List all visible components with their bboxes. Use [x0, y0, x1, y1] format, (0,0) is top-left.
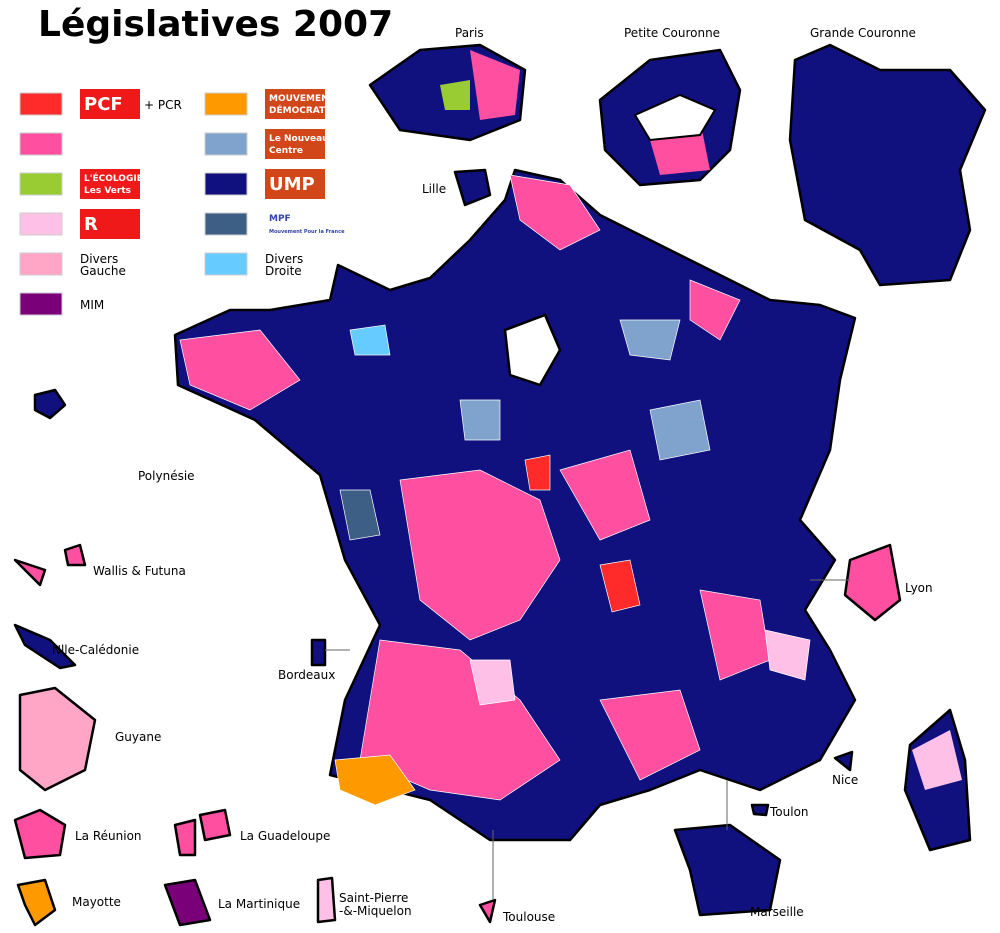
leader-lines	[325, 579, 850, 900]
place-label: Lyon	[905, 581, 933, 595]
legend-logo-text: PCF	[84, 94, 123, 115]
title: Législatives 2007	[38, 4, 393, 45]
place-label: Polynésie	[138, 469, 195, 483]
place-label: La Réunion	[75, 829, 142, 843]
legend-logo	[265, 169, 325, 199]
place-label: Nice	[832, 773, 858, 787]
legend-logo	[265, 129, 325, 159]
legend-swatch	[19, 252, 63, 276]
new-caledonia	[13, 623, 77, 670]
corsica-area	[912, 730, 962, 790]
place-label: Mayotte	[72, 895, 121, 909]
legend-swatch	[19, 292, 63, 316]
legend-logo-text: R	[84, 214, 98, 235]
grande-couronne	[788, 43, 987, 287]
legend-logo-text: MPF	[269, 214, 291, 224]
legend-label: Divers	[80, 252, 118, 266]
place-label: Toulon	[769, 805, 809, 819]
legend-label: Divers	[265, 252, 303, 266]
legend-swatch	[204, 92, 248, 116]
place-label: Bordeaux	[278, 668, 335, 682]
france	[173, 168, 857, 842]
legend-swatch	[204, 212, 248, 236]
legend-swatch	[19, 132, 63, 156]
place-label: Saint-Pierre	[339, 891, 408, 905]
legend-logo-text: Centre	[269, 146, 303, 156]
legend-label: Gauche	[80, 264, 126, 278]
mayotte	[16, 878, 57, 927]
place-label: La Guadeloupe	[240, 829, 330, 843]
place-label: Lille	[422, 182, 446, 196]
legend-label: Droite	[265, 264, 302, 278]
legend-logo-text: L'ÉCOLOGIE	[84, 172, 143, 184]
lyon-inset	[843, 543, 902, 622]
paris-area	[440, 80, 470, 110]
saint-pierre	[316, 876, 337, 924]
legend-logo	[265, 209, 325, 239]
legend-label: + PCR	[144, 98, 182, 112]
place-label: -&-Miquelon	[339, 904, 412, 918]
toulon-inset	[750, 803, 770, 817]
legend-logo-text: Les Verts	[84, 186, 131, 196]
reunion	[13, 808, 67, 860]
place-label: Guyane	[115, 730, 161, 744]
place-label: Nlle-Calédonie	[52, 643, 139, 657]
place-label: Toulouse	[502, 910, 555, 924]
legend-logo	[265, 89, 325, 119]
polynesia	[33, 388, 67, 420]
guyane	[18, 686, 97, 792]
legend-swatch	[19, 212, 63, 236]
place-label: Grande Couronne	[810, 26, 916, 40]
petite-couronne-hole	[633, 93, 717, 142]
paris-area	[470, 50, 520, 120]
place-label: Petite Couronne	[624, 26, 720, 40]
nice-inset	[833, 750, 854, 772]
legend-swatch	[204, 252, 248, 276]
legend-logo-text: MOUVEMENT	[269, 94, 336, 104]
martinique	[163, 878, 212, 927]
legend-swatch	[204, 172, 248, 196]
legend-logo	[80, 89, 140, 119]
lille-inset	[453, 168, 492, 207]
bordeaux-inset	[310, 638, 327, 667]
guadeloupe	[173, 808, 232, 857]
legend-logo	[80, 209, 140, 239]
wallis	[13, 543, 87, 587]
legend-swatch	[204, 132, 248, 156]
legend-logo-text: Mouvement Pour la France	[269, 229, 345, 235]
legend-logo-text: DÉMOCRATE	[269, 104, 331, 116]
place-label: Paris	[455, 26, 484, 40]
toulouse-inset	[478, 898, 497, 924]
place-label: Wallis & Futuna	[93, 564, 186, 578]
legend-swatch	[19, 92, 63, 116]
legend-swatch	[19, 172, 63, 196]
legend-logo-text: Le Nouveau	[269, 134, 329, 144]
legend-logo-text: UMP	[269, 174, 315, 195]
legend-logo	[80, 169, 140, 199]
place-label: La Martinique	[218, 897, 300, 911]
place-label: Marseille	[750, 905, 804, 919]
legend-label: MIM	[80, 298, 104, 312]
marseille-inset	[673, 823, 782, 917]
